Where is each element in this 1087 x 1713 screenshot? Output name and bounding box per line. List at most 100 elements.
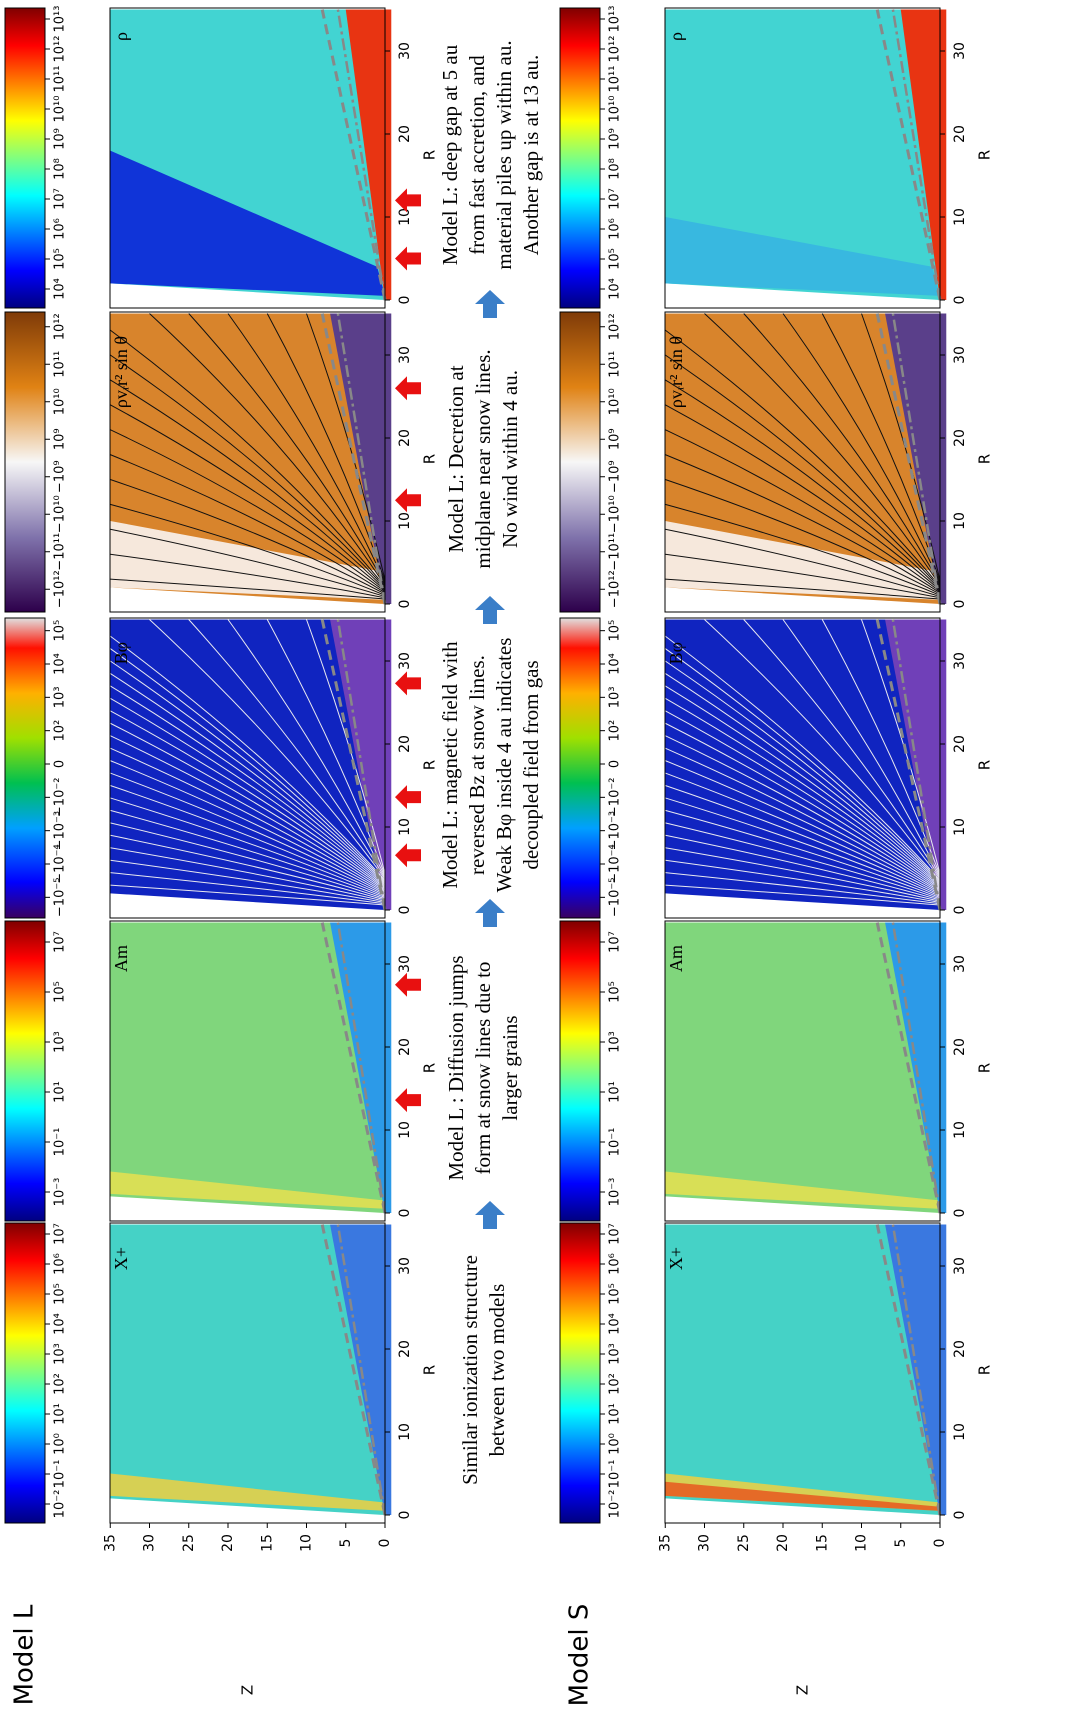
z-tick-label: 10 <box>299 1534 315 1552</box>
field-line <box>782 313 941 584</box>
r-axis-label: R <box>421 150 439 160</box>
r-tick-label: 0 <box>397 1209 413 1218</box>
annotation-text: No wind within 4 au. <box>498 370 522 548</box>
snow-line <box>320 619 387 911</box>
snow-line <box>891 1224 942 1516</box>
panel <box>109 7 392 309</box>
z-tick-label: 35 <box>657 1534 673 1552</box>
colorbar-tick-label: −10¹¹ <box>53 533 68 571</box>
colorbar-tick-label: 10⁴ <box>608 1313 623 1335</box>
panel-label: ρ <box>111 32 131 41</box>
field-line <box>188 619 386 878</box>
r-tick-label: 30 <box>952 955 968 973</box>
colorbar-tick-label: 10⁻³ <box>608 1178 623 1207</box>
z-tick-label: 30 <box>697 1534 713 1552</box>
snow-line <box>891 922 942 1214</box>
inner-region <box>110 150 385 296</box>
panel-frame <box>664 1222 941 1524</box>
field-line <box>665 479 941 595</box>
colorbar <box>559 311 601 613</box>
snow-line <box>320 313 387 605</box>
colorbar-tick-label: −10¹⁰ <box>608 495 623 533</box>
annotation-text: Model L: Decretion at <box>444 365 468 552</box>
z-tick-label: 20 <box>220 1534 236 1552</box>
field-line <box>743 313 941 585</box>
colorbar-tick-label: 10³ <box>608 1031 623 1053</box>
colorbar-tick-label: 10⁵ <box>53 1283 68 1305</box>
z-tick-label: 5 <box>338 1539 354 1548</box>
field-line <box>109 379 386 590</box>
colorbar-tick-label: 10¹⁰ <box>608 96 623 123</box>
field-line <box>665 872 941 905</box>
colorbar-tick-label: 10⁸ <box>53 158 68 180</box>
panel <box>664 1222 947 1524</box>
colorbar-tick-label: 10⁰ <box>53 1433 68 1455</box>
colorbar-tick-label: −10¹² <box>53 570 68 608</box>
panel-frame <box>109 311 386 613</box>
colorbar-tick-label: 10⁻¹ <box>53 1128 68 1157</box>
annotation-text: Model L : Diffusion jumps <box>444 955 468 1180</box>
colorbar-tick-label: −10¹¹ <box>608 533 623 571</box>
colorbar-tick-label: 10³ <box>53 1343 68 1365</box>
colorbar-tick-label: 10⁹ <box>608 128 623 150</box>
r-axis-label: R <box>421 1063 439 1073</box>
colorbar-tick-label: 10² <box>53 1373 68 1395</box>
r-tick-label: 0 <box>952 600 968 609</box>
field-line <box>110 735 386 891</box>
colorbar-tick-label: 10⁰ <box>608 1433 623 1455</box>
field-line <box>110 747 386 892</box>
gap-arrow <box>395 972 421 997</box>
field-line <box>110 859 386 904</box>
snow-line <box>320 1224 387 1516</box>
r-axis-label: R <box>421 1365 439 1375</box>
colorbar <box>559 920 601 1222</box>
colorbar <box>559 7 601 309</box>
gap-arrow <box>395 785 421 810</box>
field-line <box>109 673 386 885</box>
field-line <box>149 313 386 586</box>
panel-label: Bφ <box>111 642 131 664</box>
r-tick-label: 30 <box>952 1257 968 1275</box>
annotation-text: form at snow lines due to <box>471 962 495 1175</box>
colorbar-tick-label: 10⁵ <box>53 620 68 642</box>
r-axis-label: R <box>976 1365 994 1375</box>
z-tick-label: 0 <box>377 1539 393 1548</box>
flow-arrow <box>475 1201 505 1229</box>
panel-frame <box>664 920 941 1222</box>
field-line <box>266 313 386 582</box>
colorbar-tick-label: 10⁻² <box>608 1490 623 1519</box>
field-line <box>821 313 941 582</box>
colorbar-tick-label: 10⁸ <box>608 158 623 180</box>
panel-frame <box>664 617 941 919</box>
panel <box>109 617 392 919</box>
colorbar-tick-label: 10¹ <box>53 1403 68 1425</box>
z-axis-label: Z <box>794 1685 812 1695</box>
colorbar-tick-label: 10⁷ <box>53 931 68 953</box>
annotation-text: reversed Bz at snow lines. <box>465 655 489 875</box>
r-tick-label: 20 <box>397 429 413 447</box>
annotation-text: Model L: magnetic field with <box>438 641 462 889</box>
r-axis-label: R <box>976 760 994 770</box>
annotation-text: decoupled field from gas <box>519 660 543 869</box>
colorbar <box>4 617 46 919</box>
field-line <box>110 822 386 900</box>
colorbar-tick-label: −10¹⁰ <box>53 495 68 533</box>
field-line <box>665 578 941 600</box>
field-line <box>188 313 386 585</box>
colorbar-tick-label: −10⁻⁵ <box>53 878 68 918</box>
colorbar-tick-label: 10² <box>608 1373 623 1395</box>
colorbar-tick-label: −10⁹ <box>608 460 623 493</box>
annotation-text: between two models <box>485 1284 509 1457</box>
r-tick-label: 20 <box>952 1340 968 1358</box>
model-label: Model L <box>10 1604 40 1705</box>
colorbar-tick-label: 10⁹ <box>53 428 68 450</box>
midplane-region <box>900 9 947 300</box>
r-axis-label: R <box>421 454 439 464</box>
r-tick-label: 30 <box>952 652 968 670</box>
panel <box>109 311 392 613</box>
field-line <box>266 619 386 876</box>
field-line <box>665 760 941 894</box>
colorbar-tick-label: 10¹¹ <box>53 66 68 93</box>
field-line <box>110 429 386 592</box>
